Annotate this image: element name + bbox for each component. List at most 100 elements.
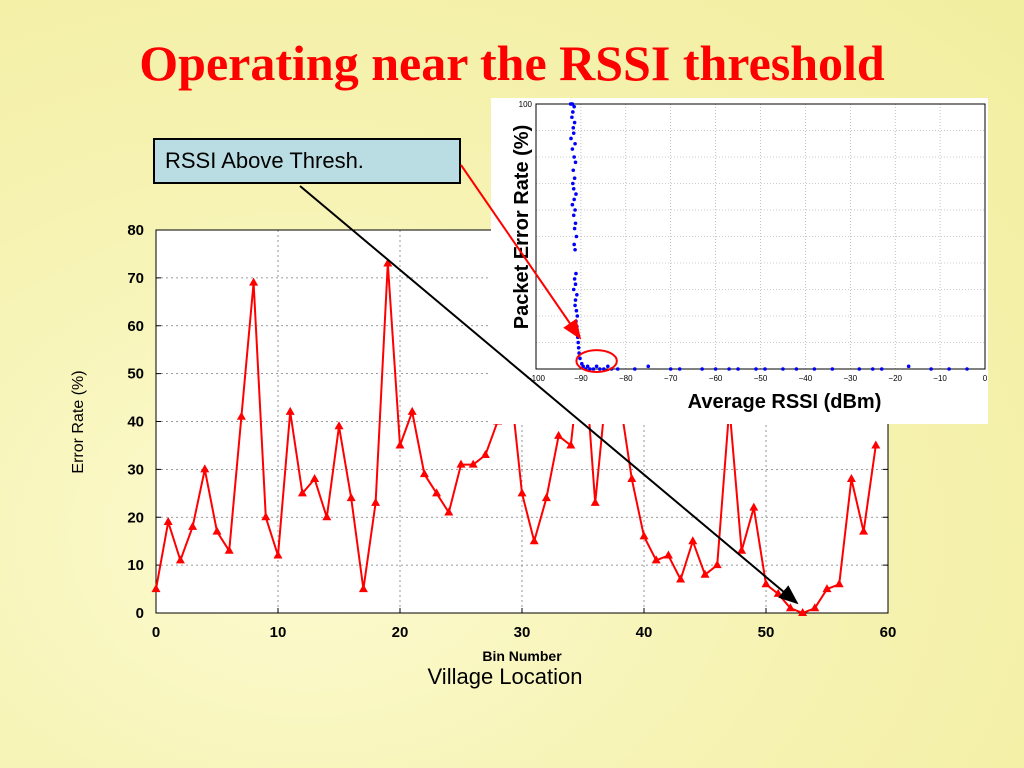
inset-scatter-point — [812, 367, 817, 371]
inset-scatter-point — [571, 181, 575, 186]
inset-panel: −100 −90 −80 −70 −60 −50 −40 −30 −20 −10 0 100 — [491, 98, 988, 424]
inset-scatter-point — [606, 364, 610, 369]
inset-y-axis-title: Packet Error Rate (%) — [511, 124, 533, 330]
inset-scatter-point — [763, 367, 767, 371]
inset-y-tick-label: 100 — [519, 100, 533, 109]
inset-scatter-point — [575, 314, 580, 318]
main-x-tick-label: 0 — [152, 624, 160, 641]
main-x-tick-label: 30 — [514, 624, 531, 641]
main-tick-labels: 0 10 20 30 40 50 60 70 80 0 10 20 30 40 50 60 — [127, 222, 896, 641]
error-rate-marker — [871, 440, 881, 449]
inset-scatter-point — [573, 221, 578, 226]
inset-scatter-point — [947, 367, 951, 371]
error-rate-marker — [212, 526, 222, 535]
inset-scatter-point — [573, 208, 577, 212]
inset-x-tick-label: −30 — [844, 374, 858, 383]
inset-scatter-point — [574, 330, 579, 334]
main-y-tick-label: 20 — [127, 509, 144, 526]
main-x-axis-title: Bin Number — [482, 648, 562, 664]
error-rate-marker — [822, 584, 832, 593]
inset-x-tick-label: −100 — [527, 374, 546, 383]
inset-scatter-point — [700, 367, 704, 371]
inset-x-tick-label: −80 — [619, 374, 633, 383]
main-x-tick-label: 40 — [636, 624, 653, 641]
inset-x-tick-label: −90 — [574, 374, 588, 383]
error-rate-marker — [846, 473, 856, 482]
inset-scatter-point — [794, 367, 799, 371]
inset-scatter-point — [879, 367, 884, 371]
error-rate-marker — [188, 521, 198, 530]
inset-scatter-point — [573, 303, 577, 308]
inset-scatter-point — [597, 367, 602, 371]
main-y-tick-label: 30 — [127, 461, 144, 478]
inset-scatter-point — [572, 197, 576, 202]
inset-scatter-point — [573, 160, 578, 165]
inset-scatter-point — [870, 367, 875, 371]
inset-scatter-point — [571, 287, 576, 292]
inset-x-tick-label: −50 — [754, 374, 768, 383]
inset-x-tick-label: −60 — [709, 374, 723, 383]
error-rate-marker — [285, 406, 295, 415]
inset-scatter-point — [857, 367, 862, 371]
error-rate-marker — [163, 517, 173, 526]
inset-x-tick-label: −40 — [799, 374, 813, 383]
village-location-label: Village Location — [427, 664, 583, 689]
inset-scatter-point — [571, 126, 576, 130]
inset-scatter-point — [574, 192, 578, 196]
inset-scatter-point — [713, 367, 718, 371]
inset-grid — [535, 103, 986, 370]
inset-scatter-point — [830, 367, 835, 371]
main-y-tick-label: 80 — [127, 222, 144, 239]
main-y-tick-label: 0 — [136, 605, 144, 622]
main-y-tick-label: 60 — [127, 318, 144, 335]
inset-scatter-point — [677, 367, 682, 371]
error-rate-marker — [834, 579, 844, 588]
rssi-above-thresh-callout: RSSI Above Thresh. — [153, 138, 461, 184]
inset-x-tick-label: −70 — [664, 374, 678, 383]
inset-scatter-point — [574, 271, 578, 276]
inset-scatter-point — [575, 335, 580, 339]
inset-x-tick-label: −10 — [933, 374, 947, 383]
error-rate-marker — [810, 603, 820, 612]
inset-scatter-point — [576, 340, 581, 345]
slide-title: Operating near the RSSI threshold — [139, 35, 885, 91]
inset-scatter-point — [569, 136, 573, 141]
inset-scatter-point — [572, 120, 577, 125]
inset-x-tick-label: 0 — [983, 374, 988, 383]
inset-scatter-point — [572, 242, 576, 247]
inset-scatter-point — [615, 367, 620, 371]
inset-scatter-point — [965, 367, 969, 371]
inset-scatter-point — [594, 364, 599, 369]
inset-scatter-point — [575, 324, 579, 329]
main-y-axis-title: Error Rate (%) — [70, 370, 87, 473]
error-rate-marker — [261, 512, 271, 521]
inset-scatter-point — [574, 319, 578, 324]
inset-x-axis-title: Average RSSI (dBm) — [642, 386, 927, 418]
error-rate-marker — [236, 411, 246, 420]
inset-scatter-point — [570, 202, 575, 207]
error-rate-marker — [798, 608, 808, 616]
inset-scatter-point — [575, 293, 579, 297]
error-rate-marker — [273, 550, 283, 559]
inset-scatter-point — [573, 247, 577, 252]
main-x-tick-label: 60 — [880, 624, 897, 641]
inset-scatter-point — [727, 367, 731, 371]
inset-scatter-point — [571, 131, 576, 135]
inset-scatter-point — [576, 346, 581, 350]
inset-scatter-point — [572, 226, 577, 231]
inset-scatter-point — [570, 147, 575, 151]
inset-scatter-point — [573, 298, 578, 302]
inset-scatter-point — [573, 141, 577, 146]
inset-scatter-point — [569, 102, 574, 106]
main-y-tick-label: 50 — [127, 366, 144, 383]
inset-scatter-point — [572, 176, 577, 180]
inset-x-tick-label: −20 — [888, 374, 902, 383]
inset-scatter-point — [570, 115, 574, 120]
inset-scatter-point — [573, 282, 578, 286]
inset-scatter-point — [574, 234, 579, 239]
inset-scatter-point — [572, 155, 576, 159]
inset-scatter-point — [632, 367, 637, 371]
main-y-tick-label: 70 — [127, 270, 144, 287]
